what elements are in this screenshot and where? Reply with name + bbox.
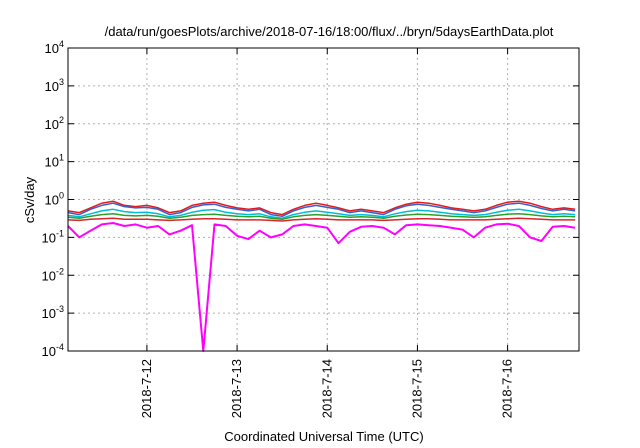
y-tick-label: 10-3: [42, 304, 64, 321]
y-tick-label: 101: [45, 153, 64, 170]
y-tick-label: 104: [45, 39, 64, 56]
y-tick-label: 10-4: [42, 342, 64, 359]
series-line-5: [67, 217, 576, 222]
series-line-3: [67, 208, 576, 219]
y-tick-label: 102: [45, 115, 64, 132]
series-line-2: [67, 202, 576, 218]
y-axis-label: cSv/day: [22, 176, 37, 223]
y-axis: 10-4 10-3 10-2 10-1 100 101 102 103 104: [42, 39, 579, 359]
x-tick-label: 2018-7-13: [229, 359, 244, 418]
series-line-6: [67, 222, 576, 352]
x-tick-label: 2018-7-14: [319, 359, 334, 418]
chart-title: /data/run/goesPlots/archive/2018-07-16/1…: [105, 24, 554, 39]
x-axis: 2018-7-12 2018-7-13 2018-7-14 2018-7-15 2018…: [139, 48, 515, 418]
y-tick-label: 100: [45, 191, 64, 208]
y-tick-label: 10-2: [42, 266, 64, 283]
series-group: [67, 200, 576, 352]
grid: [68, 48, 579, 351]
x-tick-label: 2018-7-15: [409, 359, 424, 418]
y-tick-label: 103: [45, 77, 64, 94]
y-tick-label: 10-1: [42, 228, 64, 245]
x-tick-label: 2018-7-16: [500, 359, 515, 418]
series-line-4: [67, 213, 576, 221]
x-tick-label: 2018-7-12: [139, 359, 154, 418]
series-line-1: [67, 200, 576, 216]
x-axis-label: Coordinated Universal Time (UTC): [224, 429, 423, 444]
